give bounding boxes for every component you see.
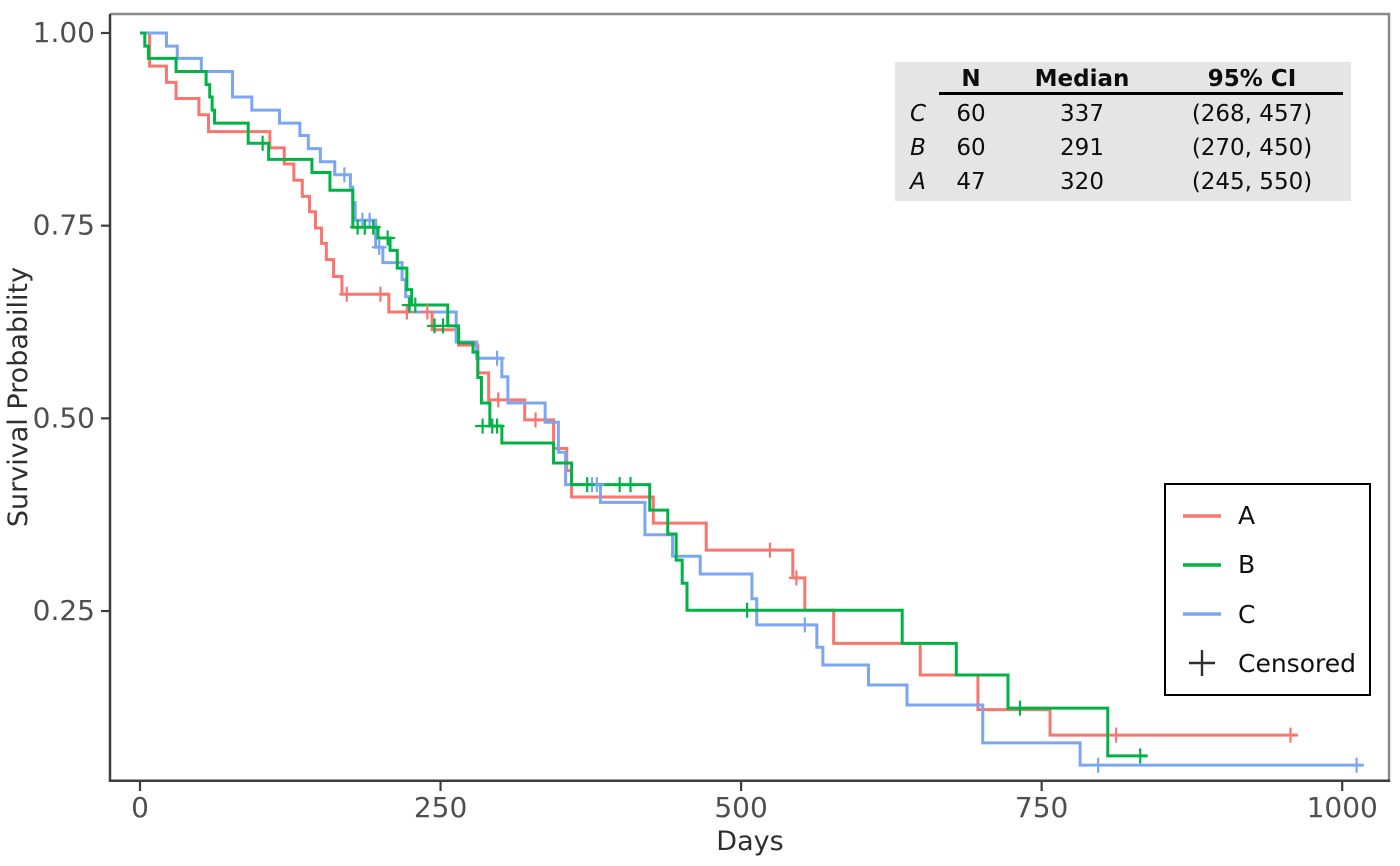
stats-header-2: 95% CI [1161, 66, 1343, 95]
stats-ci-value: (268, 457) [1191, 101, 1313, 127]
legend-item-C: C [1182, 599, 1369, 629]
stats-ci-value: (245, 550) [1191, 169, 1313, 195]
median-survival-table: N Median 95% CI C 60 337 (268, 457) B 60 291 (270,… [895, 62, 1351, 201]
panel-border [110, 12, 1391, 782]
stats-group-label: C [909, 101, 927, 127]
legend-label: A [1238, 501, 1256, 531]
legend-item-A: A [1182, 501, 1369, 531]
x-axis-title: Days [716, 826, 783, 857]
stats-n-value: 60 [956, 101, 986, 127]
legend-censored-label: Censored [1238, 648, 1356, 678]
stats-ci-value: (270, 450) [1191, 135, 1313, 161]
stats-median-value: 291 [1060, 135, 1104, 161]
y-axis-title: Survival Probability [3, 267, 34, 527]
x-tick-label: 750 [1015, 791, 1068, 824]
legend-line-swatch-C [1182, 599, 1222, 629]
stats-group-label: B [910, 135, 926, 161]
stats-median-value: 337 [1060, 101, 1104, 127]
legend-label: C [1238, 599, 1256, 629]
y-tick-label: 0.25 [33, 594, 95, 627]
censor-marks-A [339, 286, 1299, 743]
stats-n-value: 47 [956, 169, 986, 195]
x-tick-label: 250 [414, 791, 467, 824]
legend-line-swatch-A [1182, 501, 1222, 531]
stats-n-value: 60 [956, 135, 986, 161]
legend-line-swatch-B [1182, 550, 1222, 580]
x-tick-label: 500 [714, 791, 767, 824]
legend-item-B: B [1182, 550, 1369, 580]
x-tick-label: 0 [131, 791, 149, 824]
axis-spines [108, 14, 1390, 783]
legend-item-censored: Censored [1182, 648, 1369, 678]
x-tick-label: 1000 [1307, 791, 1378, 824]
y-tick-label: 0.75 [33, 209, 95, 242]
stats-group-label: A [910, 169, 926, 195]
stats-header-1: Median [1003, 66, 1161, 95]
survival-curve-B [140, 31, 1148, 758]
censored-plus-icon [1182, 648, 1222, 678]
stats-header-0: N [939, 66, 1003, 95]
censor-marks-B [255, 135, 1148, 764]
stats-median-value: 320 [1060, 169, 1104, 195]
plot-legend: A B C Censored [1164, 483, 1371, 696]
legend-label: B [1238, 550, 1256, 580]
y-tick-label: 0.50 [33, 401, 95, 434]
y-tick-label: 1.00 [33, 16, 95, 49]
